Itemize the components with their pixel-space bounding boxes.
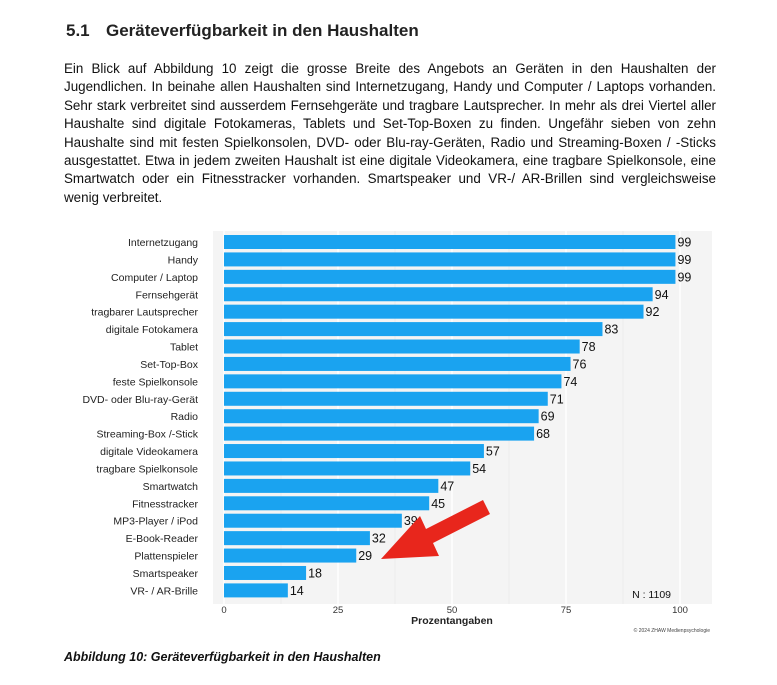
category-label: Smartspeaker bbox=[133, 568, 199, 580]
bar bbox=[224, 252, 676, 267]
category-label: Radio bbox=[171, 411, 199, 423]
bar bbox=[224, 496, 430, 511]
category-label: Fitnesstracker bbox=[132, 498, 198, 510]
bar bbox=[224, 548, 357, 563]
category-label: Tablet bbox=[170, 342, 198, 354]
section-number: 5.1 bbox=[66, 21, 90, 40]
category-label: Fernsehgerät bbox=[136, 289, 199, 301]
category-label: Computer / Laptop bbox=[111, 272, 198, 284]
category-label: tragbare Spielkonsole bbox=[96, 463, 198, 475]
value-label: 29 bbox=[358, 549, 372, 563]
value-label: 18 bbox=[308, 566, 322, 580]
category-label: Streaming-Box /-Stick bbox=[96, 429, 198, 441]
value-label: 94 bbox=[655, 288, 669, 302]
category-label: Smartwatch bbox=[143, 481, 199, 493]
value-label: 99 bbox=[677, 270, 691, 284]
value-label: 71 bbox=[550, 392, 564, 406]
value-label: 76 bbox=[573, 357, 587, 371]
value-label: 32 bbox=[372, 532, 386, 546]
value-label: 92 bbox=[646, 305, 660, 319]
category-label: Handy bbox=[168, 254, 199, 266]
category-label: VR- / AR-Brille bbox=[130, 585, 198, 597]
value-label: 83 bbox=[604, 323, 618, 337]
category-label: Plattenspieler bbox=[134, 551, 198, 563]
bar bbox=[224, 461, 471, 476]
value-label: 78 bbox=[582, 340, 596, 354]
category-label: digitale Fotokamera bbox=[106, 324, 198, 336]
device-availability-chart: Internetzugang 99 Handy 99 Computer / Laptop… bbox=[82, 231, 712, 634]
bar bbox=[224, 287, 653, 302]
bar bbox=[224, 478, 439, 493]
bar bbox=[224, 322, 603, 337]
copyright-note: © 2024 ZHAW Medienpsychologie bbox=[634, 627, 711, 634]
x-tick-label: 0 bbox=[221, 605, 226, 616]
value-label: 57 bbox=[486, 445, 500, 459]
category-label: digitale Videokamera bbox=[100, 446, 198, 458]
value-label: 54 bbox=[472, 462, 486, 476]
bar bbox=[224, 269, 676, 284]
x-tick-label: 25 bbox=[333, 605, 344, 616]
category-label: Set-Top-Box bbox=[140, 359, 199, 371]
category-label: Internetzugang bbox=[128, 237, 198, 249]
value-label: 14 bbox=[290, 584, 304, 598]
bar bbox=[224, 426, 535, 441]
red-arrow-annotation bbox=[381, 500, 490, 559]
section-heading: 5.1 Geräteverfügbarkeit in den Haushalten bbox=[66, 21, 419, 41]
x-tick-label: 100 bbox=[672, 605, 688, 616]
bar bbox=[224, 565, 307, 580]
section-title: Geräteverfügbarkeit in den Haushalten bbox=[106, 21, 419, 40]
bar bbox=[224, 391, 548, 406]
x-axis-title: Prozentangaben bbox=[411, 615, 493, 627]
value-label: 47 bbox=[440, 479, 454, 493]
category-label: tragbarer Lautsprecher bbox=[91, 307, 198, 319]
bar bbox=[224, 444, 484, 459]
value-label: 99 bbox=[677, 253, 691, 267]
bar bbox=[224, 583, 288, 598]
category-label: feste Spielkonsole bbox=[113, 376, 198, 388]
bar bbox=[224, 235, 676, 249]
x-tick-label: 75 bbox=[561, 605, 572, 616]
figure-caption: Abbildung 10: Geräteverfügbarkeit in den… bbox=[64, 650, 381, 664]
category-label: DVD- oder Blu-ray-Gerät bbox=[82, 394, 198, 406]
bar bbox=[224, 304, 644, 319]
bar bbox=[224, 513, 402, 528]
category-label: E-Book-Reader bbox=[126, 533, 199, 545]
x-tick-label: 50 bbox=[447, 605, 458, 616]
bar bbox=[224, 409, 539, 424]
body-paragraph: Ein Blick auf Abbildung 10 zeigt die gro… bbox=[64, 61, 716, 205]
value-label: 45 bbox=[431, 497, 445, 511]
value-label: 74 bbox=[563, 375, 577, 389]
sample-size-annotation: N : 1109 bbox=[632, 589, 671, 601]
bar bbox=[224, 356, 571, 371]
category-label: MP3-Player / iPod bbox=[113, 516, 198, 528]
bar bbox=[224, 339, 580, 354]
value-label: 69 bbox=[541, 410, 555, 424]
bar bbox=[224, 531, 370, 546]
value-label: 99 bbox=[677, 236, 691, 250]
value-label: 68 bbox=[536, 427, 550, 441]
bar bbox=[224, 374, 562, 389]
